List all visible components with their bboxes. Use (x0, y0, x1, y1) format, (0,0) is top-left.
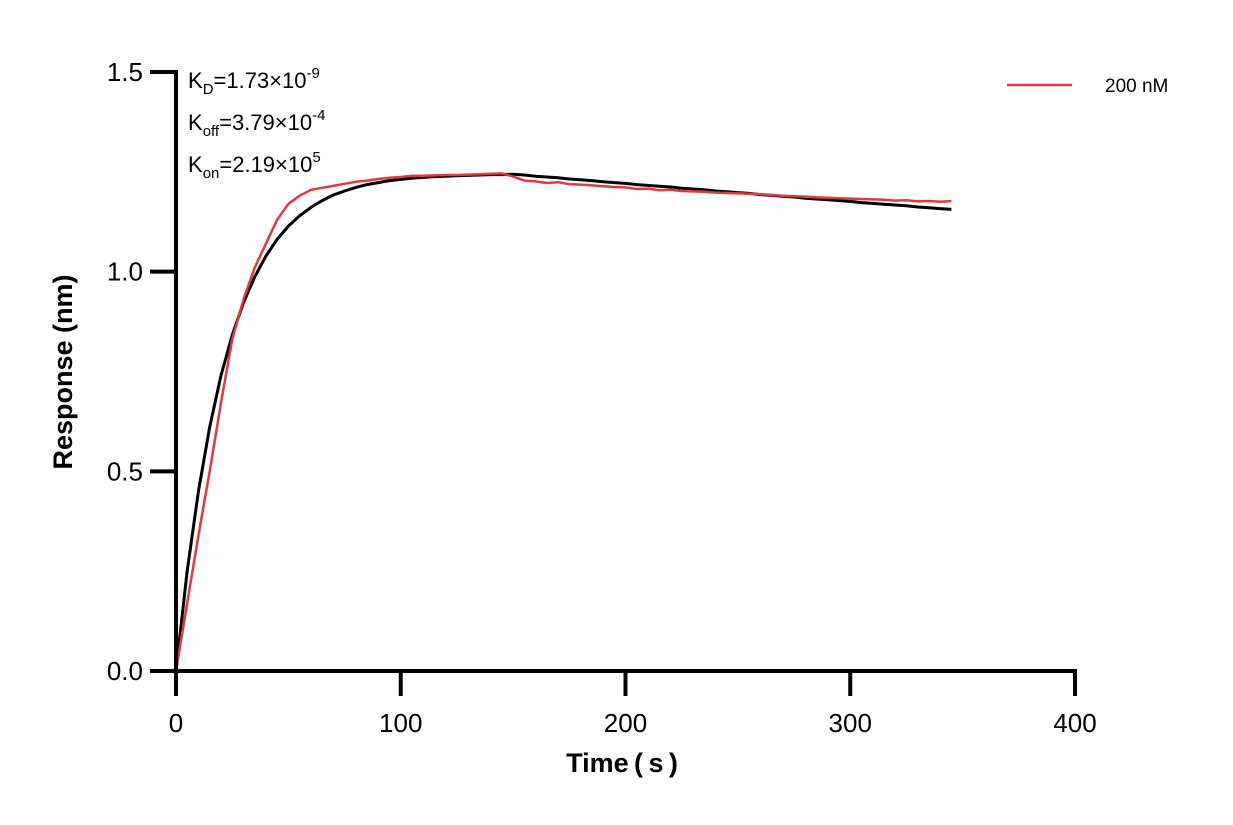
series-layer (174, 172, 952, 672)
y-tick-label: 0.0 (107, 656, 143, 686)
x-tick-label: 300 (829, 708, 872, 738)
x-ticks: 0 100 200 300 400 (169, 671, 1097, 738)
kinetic-constant-off: Koff=3.79×10-4 (188, 107, 325, 140)
constant-subscript: on (203, 165, 220, 182)
constant-exponent: -9 (307, 65, 320, 82)
constant-value: =3.79×10 (219, 110, 312, 135)
constant-value: =2.19×10 (219, 152, 312, 177)
constant-value: =1.73×10 (214, 68, 307, 93)
constant-subscript: D (203, 81, 214, 98)
x-tick-label: 200 (604, 708, 647, 738)
constant-exponent: -4 (312, 107, 325, 124)
x-axis-label: Time ( s ) (566, 748, 678, 778)
x-tick-label: 100 (379, 708, 422, 738)
constant-exponent: 5 (312, 149, 320, 166)
series-line-fit (174, 172, 952, 672)
legend-label-200nm: 200 nM (1105, 76, 1168, 97)
y-axis-label: Response (nm) (48, 274, 78, 469)
x-tick-label: 400 (1053, 708, 1096, 738)
y-tick-label: 1.5 (107, 57, 143, 87)
constant-symbol: K (188, 152, 203, 177)
y-ticks: 0.0 0.5 1.0 1.5 (107, 57, 176, 686)
y-tick-label: 1.0 (107, 257, 143, 287)
x-tick-label: 0 (169, 708, 183, 738)
y-tick-label: 0.5 (107, 456, 143, 486)
legend: 200 nM (1007, 76, 1168, 97)
kinetic-constant-D: KD=1.73×10-9 (188, 65, 320, 98)
constant-symbol: K (188, 68, 203, 93)
constant-subscript: off (203, 123, 220, 140)
constant-symbol: K (188, 110, 203, 135)
kinetic-constant-on: Kon=2.19×105 (188, 149, 321, 182)
series-line-200-nm (174, 172, 952, 672)
